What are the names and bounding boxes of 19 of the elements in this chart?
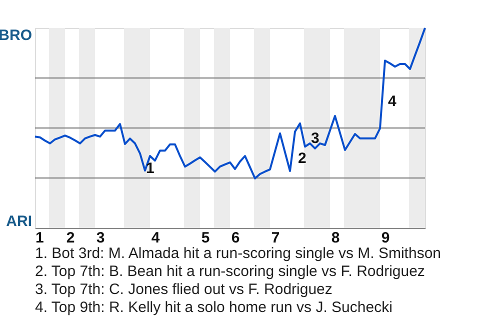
text: ARI [6,213,32,230]
x-tick-label: 8 [331,230,340,246]
annotation: 3 [311,130,320,147]
x-tick-label: 7 [271,230,280,246]
x-tick-label: 9 [381,230,390,246]
x-tick-label: 3 [96,230,105,246]
x-tick-label: 1 [36,230,44,246]
annotation: 4 [388,93,397,110]
text: 1. Bot 3rd: M. Almada hit a run-scoring single vs M. Smithson [35,245,442,262]
x-tick-label: 6 [231,230,240,246]
annotation: 2 [298,150,306,167]
text: BRO [0,27,32,44]
x-tick-label: 2 [66,230,75,246]
text: 3. Top 7th: C. Jones flied out vs F. Rodriguez [35,281,332,298]
text: 4. Top 9th: R. Kelly hit a solo home run vs J. Suchecki [35,299,392,316]
x-tick-label: 4 [151,230,160,246]
x-tick-label: 5 [201,230,210,246]
annotation: 1 [146,160,154,177]
text: 2. Top 7th: B. Bean hit a run-scoring single vs F. Rodriguez [35,263,425,280]
